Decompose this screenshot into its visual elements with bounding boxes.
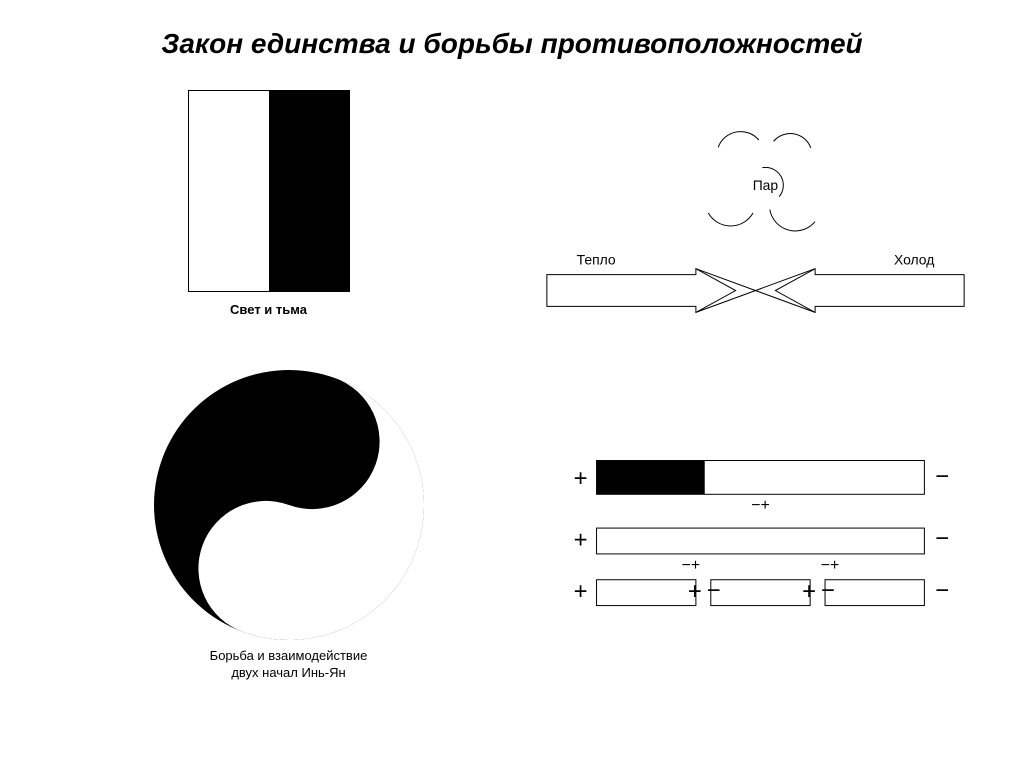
quadrant-steam: Пар Тепло Холод (527, 90, 984, 350)
mid-polarity-sign: −+ (682, 557, 701, 574)
magnets-svg: +−−++−−+−++−+−+− (527, 370, 984, 710)
page-title: Закон единства и борьбы противоположност… (0, 0, 1024, 80)
steam-label: Пар (753, 177, 779, 193)
cold-arrow (775, 269, 964, 313)
light-half (189, 91, 269, 291)
minus-sign: − (821, 577, 835, 604)
plus-sign: + (802, 578, 816, 605)
yinyang-caption: Борьба и взаимодействиедвух начал Инь-Ян (210, 648, 368, 682)
quadrant-light-dark: Свет и тьма (40, 90, 497, 350)
minus-sign: − (935, 463, 949, 490)
plus-sign: + (574, 465, 588, 492)
cold-label: Холод (894, 252, 934, 268)
magnet-bar (825, 580, 924, 606)
dark-half (269, 91, 349, 291)
minus-sign: − (935, 525, 949, 552)
mid-polarity-sign: −+ (821, 557, 840, 574)
steam-svg: Пар Тепло Холод (527, 90, 984, 350)
steam-arc (718, 132, 759, 148)
magnet-bar (711, 580, 810, 606)
magnet-bar-fill (597, 461, 705, 495)
light-dark-rect (188, 90, 350, 292)
plus-sign: + (688, 578, 702, 605)
minus-sign: − (935, 577, 949, 604)
yinyang-symbol (154, 370, 424, 640)
steam-arc (770, 210, 815, 231)
magnet-bar (597, 528, 925, 554)
steam-arc (774, 134, 811, 148)
minus-sign: − (707, 577, 721, 604)
plus-sign: + (574, 526, 588, 553)
mid-polarity-sign: −+ (751, 497, 770, 514)
diagram-grid: Свет и тьма Пар Тепло Холод Борьба и вза… (0, 80, 1024, 710)
quadrant-yinyang: Борьба и взаимодействиедвух начал Инь-Ян (40, 370, 497, 710)
quadrant-magnets: +−−++−−+−++−+−+− (527, 370, 984, 710)
light-dark-caption: Свет и тьма (230, 302, 307, 317)
warm-label: Тепло (577, 252, 616, 268)
steam-arc (708, 213, 753, 226)
warm-arrow (547, 269, 736, 313)
plus-sign: + (574, 578, 588, 605)
magnet-bar (597, 580, 696, 606)
